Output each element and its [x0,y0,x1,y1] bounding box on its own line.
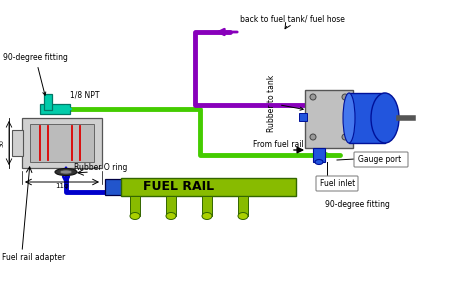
Ellipse shape [238,212,248,219]
Bar [22,118,102,168]
Text: Fuel inlet: Fuel inlet [320,179,355,188]
Bar [105,179,123,195]
FancyBboxPatch shape [354,152,408,167]
Text: Fuel rail adapter: Fuel rail adapter [2,253,65,262]
Text: 90-degree fitting: 90-degree fitting [3,53,68,95]
Text: 30: 30 [0,139,4,147]
Bar [202,196,212,216]
Ellipse shape [166,212,176,219]
Text: 90-degree fitting: 90-degree fitting [325,200,390,209]
Bar [40,104,70,114]
Text: 1/8 NPT: 1/8 NPT [70,91,100,100]
Ellipse shape [342,94,348,100]
Text: Rubber to tank: Rubber to tank [267,75,303,132]
Ellipse shape [343,93,355,143]
Bar [166,196,176,216]
Bar [130,196,140,216]
Text: back to fuel tank/ fuel hose: back to fuel tank/ fuel hose [240,15,345,24]
Bar [305,90,353,148]
Bar [44,94,52,110]
Text: Gauge port: Gauge port [358,155,401,164]
Ellipse shape [60,170,72,174]
Ellipse shape [315,159,323,164]
Ellipse shape [55,168,77,176]
FancyBboxPatch shape [316,176,358,191]
Bar [121,178,296,196]
Ellipse shape [310,134,316,140]
Bar [313,148,325,162]
Ellipse shape [342,134,348,140]
Ellipse shape [202,212,212,219]
Bar [238,196,248,216]
Ellipse shape [130,212,140,219]
Bar [299,113,307,121]
Bar [349,93,385,143]
Bar [30,124,94,162]
Text: Rubber O ring: Rubber O ring [74,163,128,172]
Text: FUEL RAIL: FUEL RAIL [143,180,214,193]
Bar [12,130,23,156]
Text: From fuel rail: From fuel rail [253,140,304,149]
Text: 11φ: 11φ [55,183,69,189]
Ellipse shape [371,93,399,143]
Ellipse shape [310,94,316,100]
